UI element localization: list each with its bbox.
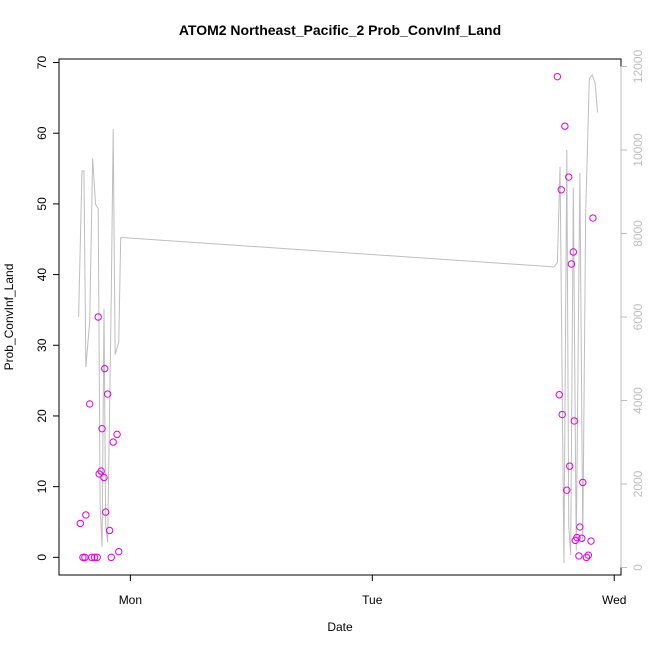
- data-point: [587, 537, 595, 545]
- data-point: [100, 473, 108, 482]
- data-point: [584, 551, 593, 559]
- y2-tick-label: 2000: [631, 470, 645, 497]
- line-series: [78, 73, 599, 564]
- data-point: [558, 410, 566, 419]
- x-axis: Mon Tue Wed: [119, 574, 626, 607]
- y2-tick-label: 4000: [631, 387, 645, 414]
- data-point: [79, 553, 87, 562]
- data-point: [98, 424, 106, 433]
- data-point: [555, 391, 564, 399]
- data-point: [569, 248, 578, 256]
- data-point: [109, 438, 117, 446]
- data-point: [566, 462, 574, 470]
- data-point: [575, 552, 583, 560]
- x-tick-label: Wed: [602, 593, 626, 607]
- y-axis-right: 0 2000 4000 6000 8000 10000 12000: [620, 50, 645, 571]
- data-point: [101, 508, 110, 516]
- y2-tick-label: 12000: [631, 50, 645, 84]
- data-point: [93, 553, 101, 562]
- data-point: [87, 553, 96, 562]
- y-tick-label: 10: [35, 480, 49, 494]
- y-tick-label: 70: [35, 56, 49, 70]
- y-tick-label: 0: [35, 554, 49, 561]
- data-point: [107, 553, 115, 562]
- y2-tick-label: 0: [631, 564, 645, 571]
- plot-frame: [58, 58, 622, 576]
- y-axis-label: Prob_ConvInf_Land: [2, 264, 16, 371]
- y2-tick-label: 6000: [631, 303, 645, 330]
- data-point: [579, 478, 587, 487]
- data-point: [582, 553, 591, 562]
- data-point: [565, 173, 573, 181]
- y2-tick-label: 8000: [631, 220, 645, 247]
- y-tick-label: 60: [35, 126, 49, 140]
- data-point: [563, 486, 571, 494]
- data-point: [115, 547, 123, 556]
- series-line-path: [78, 73, 599, 564]
- data-point: [573, 533, 581, 542]
- data-point: [105, 526, 114, 535]
- data-point: [90, 553, 99, 562]
- data-point: [561, 122, 569, 130]
- x-tick-label: Tue: [362, 593, 383, 607]
- data-point: [82, 511, 90, 519]
- y-tick-label: 20: [35, 409, 49, 423]
- chart-title: ATOM2 Northeast_Pacific_2 Prob_ConvInf_L…: [179, 22, 501, 38]
- data-point: [101, 364, 109, 373]
- data-point: [557, 186, 565, 194]
- data-point: [589, 214, 597, 222]
- data-point: [570, 417, 579, 425]
- data-point: [113, 430, 121, 439]
- data-point: [578, 534, 586, 542]
- x-tick-label: Mon: [119, 593, 142, 607]
- data-point: [94, 313, 102, 321]
- data-point: [103, 390, 112, 398]
- data-point: [86, 400, 94, 408]
- x-axis-label: Date: [327, 620, 353, 634]
- data-point: [76, 519, 84, 528]
- scatter-series: [76, 72, 597, 562]
- data-point: [553, 72, 562, 81]
- data-point: [576, 523, 584, 531]
- data-point: [567, 260, 576, 268]
- y2-tick-label: 10000: [631, 133, 645, 167]
- y-tick-label: 30: [35, 338, 49, 352]
- y-tick-label: 50: [35, 197, 49, 211]
- y-tick-label: 40: [35, 268, 49, 282]
- y-axis-left: 0 10 20 30 40 50 60 70: [35, 56, 60, 561]
- data-point: [97, 467, 105, 475]
